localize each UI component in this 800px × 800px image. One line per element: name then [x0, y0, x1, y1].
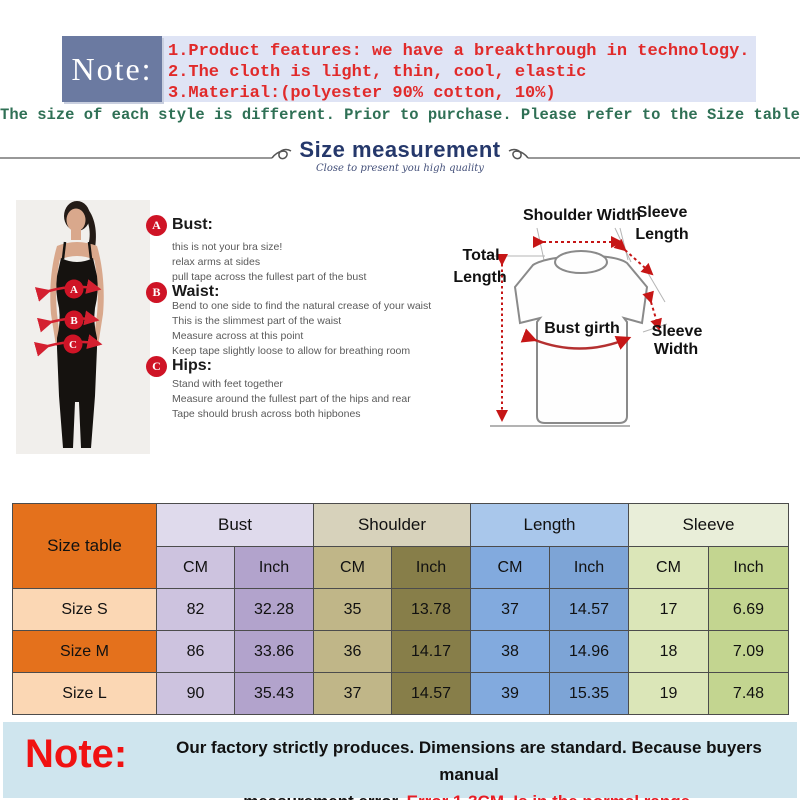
svg-text:A: A: [70, 284, 78, 296]
size-notice-text: The size of each style is different. Pri…: [0, 106, 800, 124]
unit-header: Inch: [549, 546, 629, 589]
section-title: Size measurement: [299, 137, 501, 162]
label-bust-girth: Bust girth: [544, 320, 620, 337]
flourish-swirl: [271, 148, 292, 160]
bust-girth-arc: [520, 328, 632, 350]
unit-header: CM: [313, 546, 392, 589]
label-sleeve-length-1: Sleeve: [637, 204, 688, 221]
guide-lines-hips: Stand with feet together Measure around …: [172, 378, 411, 420]
unit-header: CM: [156, 546, 235, 589]
guide-lines-waist: Bend to one side to find the natural cre…: [172, 300, 432, 357]
col-group-bust: Bust: [156, 503, 314, 547]
table-row-size-m: Size M 86 33.86 36 14.17 38 14.96 18 7.0…: [12, 630, 789, 673]
table-row-size-l: Size L 90 35.43 37 14.57 39 15.35 19 7.4…: [12, 672, 789, 715]
svg-text:B: B: [70, 315, 78, 327]
badge-c: C: [146, 356, 167, 377]
section-subtitle: Close to present you high quality: [316, 163, 484, 174]
label-sleeve-width-1: Sleeve: [652, 323, 703, 340]
model-figure-image: A B C: [16, 200, 150, 454]
badge-b: B: [146, 282, 167, 303]
figure-badge-c: [63, 334, 83, 354]
camisole: [56, 258, 98, 348]
shirt-measurement-diagram: Shoulder Width Sleeve Length Total Lengt…: [453, 204, 703, 427]
size-table: Size table Bust Shoulder Length Sleeve C…: [12, 503, 789, 715]
divider-left: [0, 148, 292, 160]
bottom-note-label: Note:: [25, 732, 128, 776]
error-range-text: Error 1-3CM. Is in the normal range.: [407, 792, 695, 800]
top-note-item-3: 3.Material:(polyester 90% cotton, 10%): [168, 84, 556, 103]
unit-header: Inch: [234, 546, 314, 589]
row-label: Size L: [12, 672, 157, 715]
col-group-sleeve: Sleeve: [628, 503, 789, 547]
label-total-length-1: Total: [462, 247, 499, 264]
figure-badge-b: [64, 310, 84, 330]
bottom-note-panel: Note: Our factory strictly produces. Dim…: [3, 722, 797, 800]
guide-lines-bust: this is not your bra size! relax arms at…: [172, 241, 367, 283]
top-note-panel: [62, 36, 756, 102]
figure-badge-a: [64, 279, 84, 299]
svg-text:C: C: [69, 339, 77, 351]
table-corner: Size table: [12, 503, 157, 589]
sleeve-length-arrow: [613, 238, 654, 276]
badge-a: A: [146, 215, 167, 236]
table-row-size-s: Size S 82 32.28 35 13.78 37 14.57 17 6.6…: [12, 588, 789, 631]
row-label: Size M: [12, 630, 157, 673]
shirt-collar: [554, 250, 608, 274]
guide-title-waist: Waist:: [172, 283, 220, 300]
face: [66, 208, 86, 232]
guide-title-hips: Hips:: [172, 357, 212, 374]
top-note-item-2: 2.The cloth is light, thin, cool, elasti…: [168, 63, 587, 82]
row-label: Size S: [12, 588, 157, 631]
col-group-shoulder: Shoulder: [313, 503, 471, 547]
sleeve-width-arrow: [642, 290, 662, 331]
divider-right: [508, 148, 800, 160]
unit-header: CM: [628, 546, 709, 589]
leggings: [57, 348, 97, 448]
top-note-item-1: 1.Product features: we have a breakthrou…: [168, 42, 750, 61]
label-total-length-2: Length: [453, 269, 506, 286]
top-note-list: 1.Product features: we have a breakthrou…: [168, 41, 750, 104]
flourish-swirl: [508, 148, 529, 160]
top-note-label: Note:: [62, 36, 162, 102]
unit-header: Inch: [391, 546, 471, 589]
bottom-note-text: Our factory strictly produces. Dimension…: [153, 734, 785, 800]
unit-header: Inch: [708, 546, 789, 589]
guide-title-bust: Bust:: [172, 216, 213, 233]
unit-header: CM: [470, 546, 550, 589]
label-sleeve-width-2: Width: [654, 341, 698, 358]
label-shoulder-width: Shoulder Width: [523, 207, 641, 224]
label-sleeve-length-2: Length: [635, 226, 688, 243]
col-group-length: Length: [470, 503, 629, 547]
